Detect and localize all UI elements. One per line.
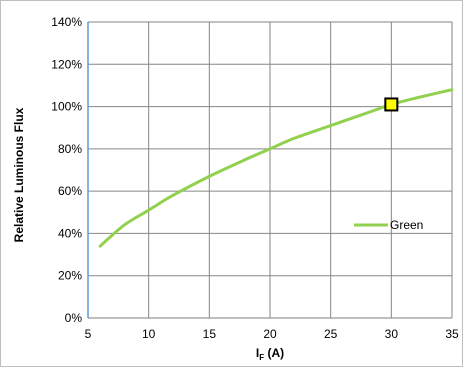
y-tick-label: 0%: [65, 311, 83, 325]
x-tick-label: 10: [142, 327, 156, 341]
legend-label-green: Green: [390, 218, 423, 232]
x-tick-label: 20: [263, 327, 277, 341]
x-axis-title-subscript: F: [259, 353, 264, 362]
legend: Green: [354, 218, 423, 232]
y-tick-labels: 0% 20% 40% 60% 80% 100% 120% 140%: [51, 15, 82, 325]
y-tick-label: 120%: [51, 57, 82, 71]
grid-lines: [88, 21, 453, 319]
x-axis-title: IF (A): [256, 346, 284, 362]
x-tick-label: 15: [203, 327, 217, 341]
highlight-marker: [384, 97, 399, 112]
y-tick-label: 80%: [58, 142, 82, 156]
x-tick-labels: 5 10 15 20 25 30 35: [85, 327, 459, 341]
x-tick-label: 25: [324, 327, 338, 341]
y-tick-label: 40%: [58, 226, 82, 240]
x-axis-title-main: I: [256, 346, 259, 360]
y-axis-title: Relative Luminous Flux: [12, 107, 26, 242]
y-tick-label: 60%: [58, 184, 82, 198]
x-tick-label: 5: [85, 327, 92, 341]
x-tick-label: 30: [385, 327, 399, 341]
y-tick-label: 100%: [51, 100, 82, 114]
x-axis-title-unit: (A): [264, 346, 284, 360]
y-tick-label: 20%: [58, 269, 82, 283]
y-tick-label: 140%: [51, 15, 82, 29]
x-tick-label: 35: [445, 327, 459, 341]
